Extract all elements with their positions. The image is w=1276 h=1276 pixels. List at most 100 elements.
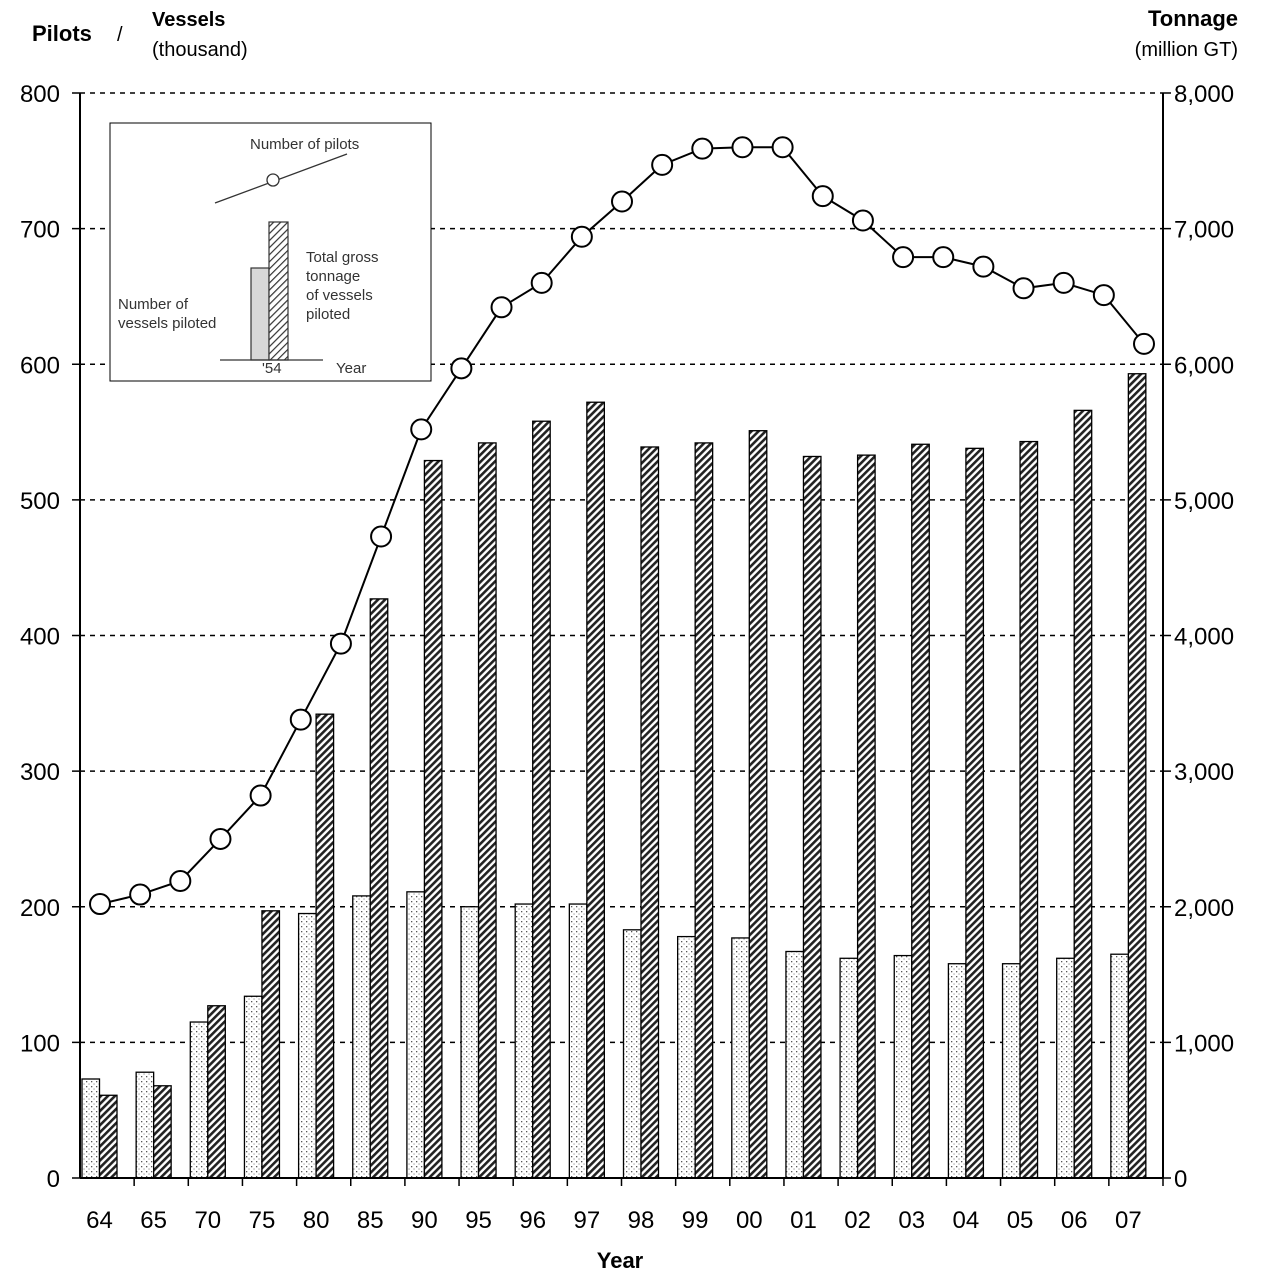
legend-tonnage-swatch — [268, 221, 289, 361]
x-tick-label: 85 — [357, 1207, 384, 1234]
y-left-tick-label: 200 — [20, 895, 60, 922]
x-tick-label: 07 — [1115, 1207, 1142, 1234]
legend-pilots-line — [214, 153, 348, 204]
legend-pilots-label-line1: Number of pilots — [250, 136, 359, 153]
bar-tonnage — [261, 910, 281, 1179]
y-left-tick-label: 500 — [20, 488, 60, 515]
left-axis-title: Pilots — [32, 21, 92, 46]
y-left-tick-label: 800 — [20, 81, 60, 108]
y-right-tick-label: 6,000 — [1174, 352, 1234, 379]
pilots-marker — [89, 893, 111, 916]
pilots-marker — [570, 225, 593, 248]
bar-vessels — [352, 895, 371, 1179]
left-axis-separator: / — [117, 24, 123, 46]
bar-vessels — [189, 1021, 209, 1179]
bar-tonnage — [315, 713, 335, 1179]
bar-tonnage — [423, 459, 443, 1179]
x-axis-title: Year — [597, 1248, 644, 1273]
bar-vessels — [514, 903, 534, 1179]
bar-tonnage — [640, 446, 660, 1179]
pilots-marker — [289, 708, 312, 731]
bar-tonnage — [207, 1005, 226, 1179]
legend-vessels-label-line2: vessels piloted — [118, 315, 216, 332]
bar-tonnage — [586, 401, 605, 1179]
y-right-tick-label: 8,000 — [1174, 81, 1234, 108]
legend-year-label: Year — [336, 360, 366, 377]
bar-vessels — [947, 963, 967, 1179]
bar-vessels — [785, 950, 805, 1179]
pilots-marker — [892, 246, 915, 269]
bar-vessels — [839, 957, 859, 1179]
y-left-tick-label: 0 — [47, 1166, 60, 1193]
bar-tonnage — [748, 430, 768, 1179]
legend-pilots-marker — [266, 173, 280, 187]
x-tick-label: 01 — [790, 1207, 817, 1234]
bar-tonnage — [152, 1085, 172, 1179]
pilots-marker — [450, 357, 473, 380]
pilots-marker — [651, 153, 674, 176]
legend-year-sample: '54 — [262, 360, 282, 377]
bar-vessels — [81, 1078, 101, 1179]
bar-vessels — [893, 954, 913, 1179]
bar-vessels — [677, 935, 696, 1179]
pilots-marker — [851, 209, 874, 232]
bar-vessels — [568, 903, 588, 1179]
pilots-series — [89, 136, 1155, 916]
legend-tonnage-label-line1: Total gross — [306, 249, 379, 266]
y-right-tick-label: 5,000 — [1174, 488, 1234, 515]
pilots-marker — [490, 296, 513, 319]
pilots-marker — [1092, 284, 1115, 307]
x-tick-label: 95 — [465, 1207, 492, 1234]
y-left-tick-label: 400 — [20, 624, 60, 651]
bar-tonnage — [98, 1094, 118, 1179]
axes — [72, 92, 1171, 1186]
x-tick-label: 03 — [898, 1207, 925, 1234]
left-axis-unit: (thousand) — [152, 39, 248, 61]
legend-vessels-swatch — [250, 267, 270, 361]
y-right-tick-label: 3,000 — [1174, 759, 1234, 786]
y-right-tick-label: 0 — [1174, 1166, 1187, 1193]
bar-vessels — [1001, 963, 1021, 1179]
x-tick-label: 99 — [682, 1207, 709, 1234]
bar-tonnage — [1019, 440, 1039, 1179]
right-axis-unit: (million GT) — [1135, 39, 1238, 61]
bar-vessels — [460, 906, 480, 1179]
x-tick-label: 80 — [303, 1207, 330, 1234]
x-tick-label: 97 — [573, 1207, 600, 1234]
pilots-marker — [329, 632, 352, 655]
pilots-marker — [1012, 277, 1035, 300]
pilots-marker — [129, 883, 152, 906]
pilots-marker — [370, 525, 393, 548]
pilots-marker — [1133, 332, 1155, 355]
bar-vessels — [243, 995, 263, 1179]
legend-tonnage-label-line4: piloted — [306, 306, 350, 323]
x-tick-label: 06 — [1061, 1207, 1088, 1234]
pilots-marker — [811, 185, 834, 208]
pilots-marker — [771, 136, 794, 159]
legend-tonnage-label-line3: of vessels — [306, 287, 373, 304]
pilots-marker — [209, 827, 232, 850]
x-tick-label: 64 — [86, 1207, 113, 1234]
bar-tonnage — [1127, 373, 1147, 1179]
pilots-marker — [530, 271, 553, 294]
bar-tonnage — [477, 442, 497, 1179]
bar-tonnage — [965, 447, 985, 1179]
pilots-marker — [249, 784, 272, 807]
x-tick-label: 70 — [194, 1207, 221, 1234]
x-tick-label: 75 — [249, 1207, 276, 1234]
pilots-marker — [731, 136, 754, 159]
y-right-tick-label: 2,000 — [1174, 895, 1234, 922]
bar-vessels — [731, 937, 750, 1179]
pilots-marker — [932, 246, 955, 269]
legend-vessels-label-line1: Number of — [118, 296, 189, 313]
bar-tonnage — [802, 455, 822, 1179]
y-right-tick-label: 1,000 — [1174, 1030, 1234, 1057]
y-left-tick-label: 300 — [20, 759, 60, 786]
bar-vessels — [1110, 953, 1129, 1179]
pilots-marker — [1052, 271, 1075, 294]
x-tick-label: 90 — [411, 1207, 438, 1234]
x-tick-label: 00 — [736, 1207, 763, 1234]
bar-vessels — [406, 891, 426, 1179]
